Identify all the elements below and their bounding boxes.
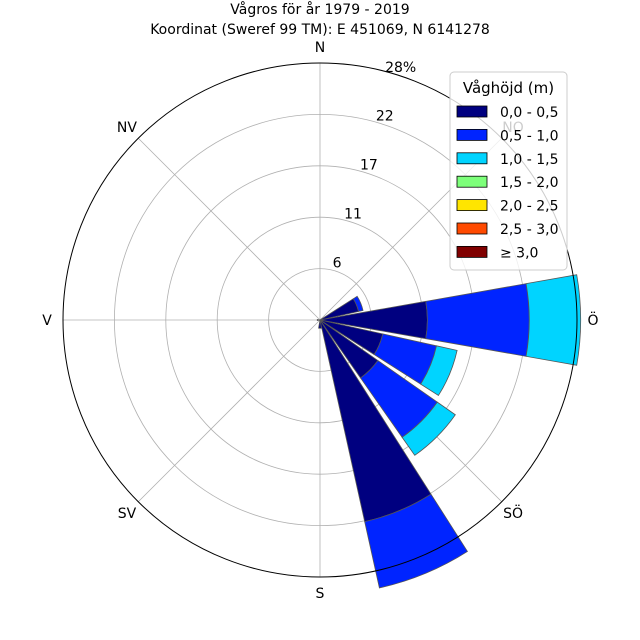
legend-swatch <box>456 128 488 141</box>
direction-label: SÖ <box>503 504 523 522</box>
polar-frame <box>62 62 578 578</box>
radial-tick-label: 28% <box>385 60 416 76</box>
direction-label: S <box>316 586 325 602</box>
legend-label: 2,5 - 3,0 <box>500 222 558 238</box>
direction-label: SV <box>118 506 137 522</box>
bar-segment <box>420 345 458 397</box>
radial-tick-label: 22 <box>376 109 394 125</box>
grid-spoke <box>137 137 321 321</box>
direction-label: V <box>42 313 52 329</box>
radial-tick-label: 11 <box>344 206 362 222</box>
bar-segment <box>364 493 469 589</box>
legend-label: 1,5 - 2,0 <box>500 175 558 191</box>
legend-swatch <box>456 105 488 118</box>
direction-label: NV <box>117 120 137 136</box>
bar-segment <box>352 295 364 312</box>
legend-swatch <box>456 199 488 212</box>
bar-segment <box>316 319 321 321</box>
direction-label: N <box>315 40 325 56</box>
legend-label: 0,0 - 0,5 <box>500 105 558 121</box>
bar-segment <box>525 274 581 366</box>
legend-label: 2,0 - 2,5 <box>500 199 558 215</box>
bar-segment <box>401 401 456 456</box>
legend: Våghöjd (m) 0,0 - 0,5 0,5 - 1,0 1,0 - 1,5 1… <box>449 71 568 271</box>
radial-tick-label: 6 <box>333 255 342 271</box>
legend-items: 0,0 - 0,5 0,5 - 1,0 1,0 - 1,5 1,5 - 2,0 2,0 … <box>456 105 558 261</box>
radial-tick-labels: 6 11 17 22 28% <box>333 60 417 272</box>
direction-label: Ö <box>587 311 598 329</box>
legend-title: Våghöjd (m) <box>463 79 554 97</box>
legend-swatch <box>456 245 488 258</box>
legend-label: ≥ 3,0 <box>500 245 538 261</box>
legend-box <box>449 71 568 271</box>
radial-tick-label: 17 <box>360 158 378 174</box>
legend-label: 0,5 - 1,0 <box>500 128 558 144</box>
bar-segment <box>318 319 322 329</box>
chart-subtitle: Koordinat (Sweref 99 TM): E 451069, N 61… <box>150 22 490 38</box>
legend-swatch <box>456 222 488 235</box>
legend-swatch <box>456 152 488 165</box>
legend-label: 1,0 - 1,5 <box>500 152 558 168</box>
legend-swatch <box>456 175 488 188</box>
wave-bars <box>316 274 581 589</box>
chart-title: Vågros för år 1979 - 2019 <box>230 1 409 18</box>
grid-spoke <box>137 319 321 503</box>
